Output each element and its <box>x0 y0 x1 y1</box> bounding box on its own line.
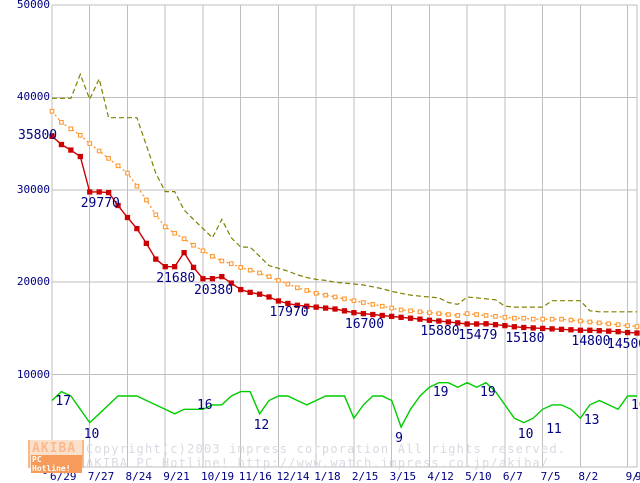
akiba-logo-line2: PC Hotline! <box>31 455 82 473</box>
akiba-logo: AKIBA PC Hotline! <box>28 440 84 473</box>
price-point-label: 29770 <box>80 195 120 211</box>
y-axis-tick: 10000 <box>16 367 50 381</box>
count-point-label: 17 <box>55 393 72 409</box>
y-axis-tick: 30000 <box>16 182 50 196</box>
price-point-label: 15180 <box>505 330 545 346</box>
price-point-label: 17970 <box>269 304 309 320</box>
y-axis-tick: 50000 <box>16 0 50 11</box>
price-point-label: 35800 <box>18 128 58 144</box>
price-point-label: 14500 <box>607 337 640 353</box>
price-point-label: 15479 <box>458 327 498 343</box>
series-min-price <box>49 133 640 336</box>
price-point-label: 15880 <box>420 324 460 340</box>
count-point-label: 19 <box>432 384 449 400</box>
y-axis-tick: 40000 <box>16 90 50 104</box>
price-point-label: 21680 <box>156 270 196 286</box>
series-max-price <box>52 72 637 313</box>
watermark: AKIBA PC Hotline! Copyright(c)2003 impre… <box>28 440 628 473</box>
price-point-label: 14800 <box>571 334 611 350</box>
series-average-price <box>49 108 640 329</box>
count-point-label: 19 <box>480 384 496 400</box>
x-axis-tick: 9/13 <box>635 470 640 483</box>
price-point-label: 20380 <box>193 282 234 298</box>
count-point-label: 11 <box>546 422 562 438</box>
count-point-label: 10 <box>517 426 534 442</box>
price-point-label: 16700 <box>344 316 385 332</box>
count-point-label: 16 <box>196 398 213 414</box>
y-axis-tick: 20000 <box>16 275 50 289</box>
count-point-label: 9 <box>395 431 403 447</box>
series-shop-count <box>51 381 637 429</box>
site-url-text: AKIBA PC Hotline! http://www.watch.impre… <box>86 456 550 470</box>
count-point-label: 13 <box>583 413 600 429</box>
count-point-label: 16 <box>631 398 640 414</box>
count-point-label: 12 <box>253 417 270 433</box>
count-point-label: 10 <box>83 426 100 442</box>
akiba-logo-line1: AKIBA <box>32 441 77 456</box>
copyright-text: Copyright(c)2003 impress corporation All… <box>86 442 567 456</box>
